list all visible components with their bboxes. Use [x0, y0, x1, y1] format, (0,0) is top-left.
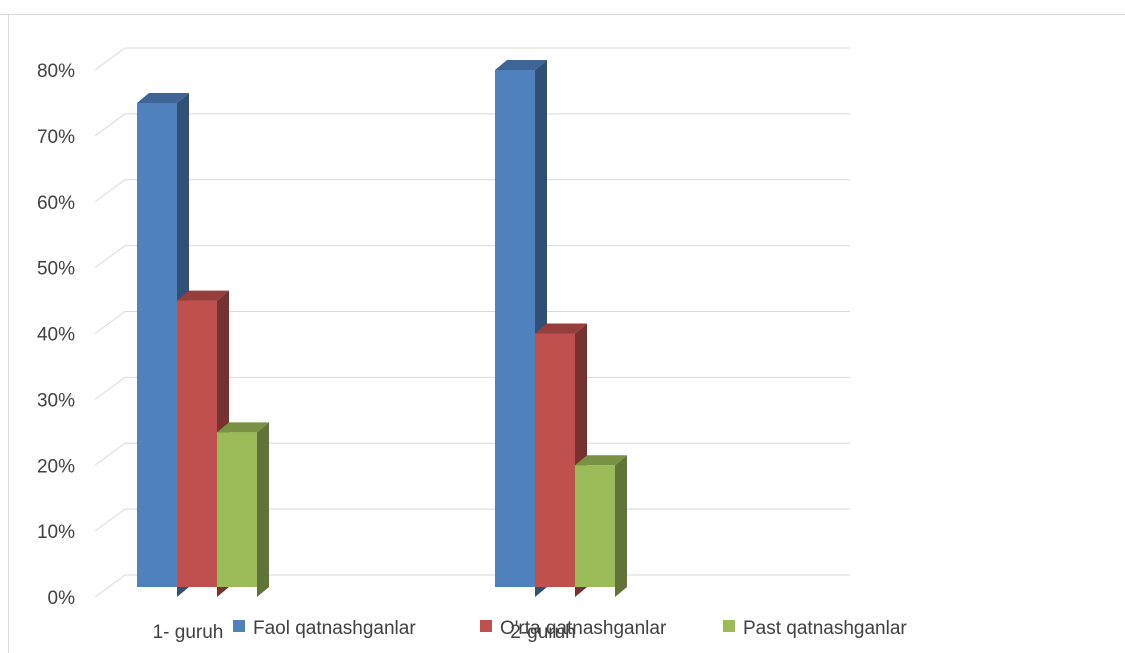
- bar-top: [217, 422, 269, 433]
- category-label: 1- guruh: [153, 622, 224, 643]
- y-tick-label: 0%: [48, 588, 76, 609]
- legend-label: O'rta qatnashganlar: [500, 618, 667, 639]
- bar-side: [615, 455, 627, 597]
- y-tick-label: 60%: [37, 193, 75, 214]
- legend-label: Faol qatnashganlar: [253, 618, 416, 639]
- legend-item: O'rta qatnashganlar: [480, 618, 667, 639]
- bar-top: [177, 290, 229, 301]
- legend-swatch: [723, 620, 735, 632]
- category-label: 2-guruh: [510, 622, 576, 643]
- bar: [217, 422, 269, 597]
- y-tick-label: 30%: [37, 390, 75, 411]
- y-tick-label: 20%: [37, 456, 75, 477]
- gridline-diagonal: [94, 179, 126, 203]
- gridline-diagonal: [94, 245, 126, 269]
- legend-item: Past qatnashganlar: [723, 618, 907, 639]
- bar-front: [137, 102, 177, 587]
- legend-label: Past qatnashganlar: [743, 618, 907, 639]
- y-tick-label: 80%: [37, 61, 75, 82]
- bar: [575, 455, 627, 597]
- legend: Faol qatnashganlar O'rta qatnashganlar Pas…: [233, 618, 907, 639]
- bar-top: [575, 455, 627, 466]
- bars: [137, 60, 627, 597]
- bar-front: [495, 70, 535, 587]
- bar-front: [177, 300, 217, 587]
- bar-top: [137, 92, 189, 103]
- legend-swatch: [480, 620, 492, 632]
- gridline-diagonal: [94, 574, 126, 598]
- gridline-diagonal: [94, 508, 126, 532]
- bar-top: [495, 60, 547, 70]
- legend-swatch: [233, 620, 245, 632]
- gridline-diagonal: [94, 376, 126, 400]
- bar-side: [257, 422, 269, 597]
- y-tick-label: 70%: [37, 127, 75, 148]
- gridline-diagonal: [94, 311, 126, 334]
- y-tick-label: 50%: [37, 259, 75, 280]
- legend-item: Faol qatnashganlar: [233, 618, 416, 639]
- gridline-diagonal: [94, 113, 126, 137]
- bar-top: [535, 323, 587, 334]
- y-tick-label: 40%: [37, 325, 75, 346]
- bar: [495, 60, 547, 597]
- x-axis-categories: 1- guruh 2-guruh: [153, 622, 576, 643]
- bar-front: [575, 465, 615, 587]
- bar-front: [217, 432, 257, 587]
- bar-front: [535, 333, 575, 587]
- gridline-diagonal: [94, 47, 126, 71]
- gridline-diagonal: [94, 442, 126, 466]
- y-axis-ticks: 0% 10% 20% 30% 40% 50% 60% 70% 80%: [37, 61, 75, 609]
- y-tick-label: 10%: [37, 522, 75, 543]
